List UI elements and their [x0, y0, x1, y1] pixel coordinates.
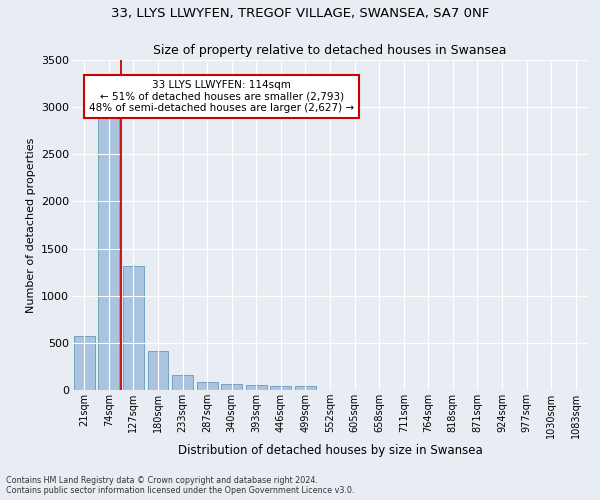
Bar	[123, 266, 144, 390]
Text: 33, LLYS LLWYFEN, TREGOF VILLAGE, SWANSEA, SA7 0NF: 33, LLYS LLWYFEN, TREGOF VILLAGE, SWANSE…	[111, 8, 489, 20]
Y-axis label: Number of detached properties: Number of detached properties	[26, 138, 35, 312]
Bar	[295, 386, 316, 390]
Bar	[221, 384, 242, 390]
Bar	[172, 376, 193, 390]
Text: 33 LLYS LLWYFEN: 114sqm
← 51% of detached houses are smaller (2,793)
48% of semi: 33 LLYS LLWYFEN: 114sqm ← 51% of detache…	[89, 80, 354, 113]
Title: Size of property relative to detached houses in Swansea: Size of property relative to detached ho…	[153, 44, 507, 58]
Bar	[271, 386, 292, 390]
Bar	[246, 385, 267, 390]
Bar	[98, 114, 119, 390]
X-axis label: Distribution of detached houses by size in Swansea: Distribution of detached houses by size …	[178, 444, 482, 456]
Bar	[148, 352, 169, 390]
Bar	[74, 336, 95, 390]
Bar	[197, 382, 218, 390]
Text: Contains HM Land Registry data © Crown copyright and database right 2024.
Contai: Contains HM Land Registry data © Crown c…	[6, 476, 355, 495]
